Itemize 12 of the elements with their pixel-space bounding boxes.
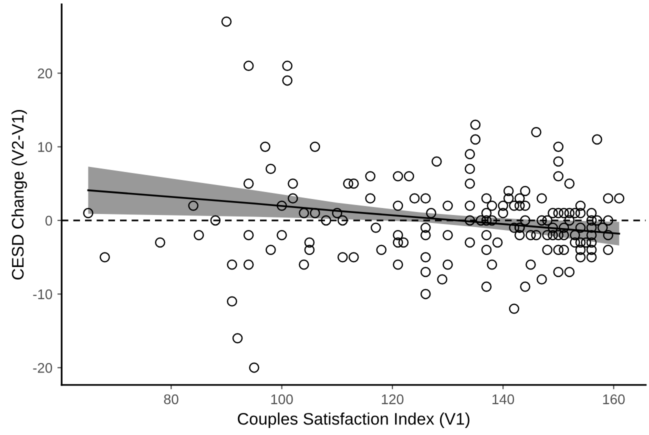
- x-tick-label: 80: [164, 394, 178, 404]
- x-tick-label: 120: [382, 394, 404, 404]
- y-axis-title: CESD Change (V2-V1): [11, 110, 27, 280]
- y-tick-label: -20: [33, 363, 52, 373]
- y-tick-label: 20: [38, 68, 52, 78]
- y-tick-label: 10: [38, 142, 52, 152]
- y-tick-label: -10: [33, 289, 52, 300]
- x-tick-label: 140: [492, 394, 514, 404]
- y-tick-label: 0: [45, 216, 52, 226]
- x-tick-label: 160: [603, 394, 625, 404]
- x-tick-label: 100: [271, 394, 293, 404]
- x-axis-title: Couples Satisfaction Index (V1): [238, 412, 470, 428]
